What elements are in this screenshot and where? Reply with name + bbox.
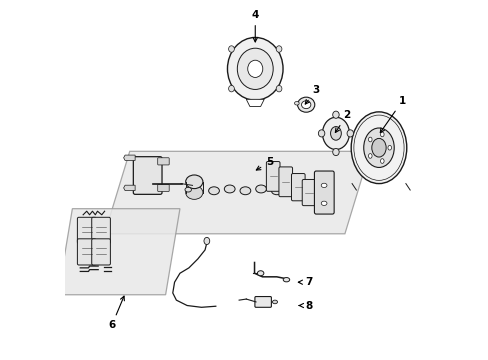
Ellipse shape — [228, 85, 234, 92]
FancyBboxPatch shape — [77, 239, 96, 265]
Text: 8: 8 — [299, 301, 312, 311]
Ellipse shape — [224, 185, 235, 193]
Ellipse shape — [346, 130, 353, 137]
Polygon shape — [104, 151, 369, 234]
Ellipse shape — [185, 186, 203, 199]
FancyBboxPatch shape — [77, 217, 96, 243]
FancyBboxPatch shape — [254, 297, 271, 307]
Ellipse shape — [380, 132, 383, 137]
Ellipse shape — [332, 111, 339, 118]
Ellipse shape — [321, 201, 326, 206]
Ellipse shape — [368, 154, 371, 158]
Ellipse shape — [283, 278, 289, 282]
FancyBboxPatch shape — [158, 184, 169, 192]
Ellipse shape — [276, 46, 282, 52]
Ellipse shape — [363, 128, 393, 167]
Ellipse shape — [318, 130, 324, 137]
FancyBboxPatch shape — [133, 157, 162, 194]
Ellipse shape — [350, 112, 406, 184]
Text: 4: 4 — [251, 10, 259, 42]
FancyArrow shape — [123, 185, 135, 190]
Ellipse shape — [380, 159, 383, 163]
Ellipse shape — [371, 138, 386, 157]
FancyBboxPatch shape — [158, 158, 169, 165]
Ellipse shape — [297, 97, 314, 112]
Ellipse shape — [294, 102, 299, 105]
FancyBboxPatch shape — [291, 174, 305, 201]
Ellipse shape — [240, 187, 250, 195]
FancyBboxPatch shape — [92, 217, 110, 243]
Ellipse shape — [228, 46, 234, 52]
Polygon shape — [246, 99, 264, 107]
Text: 6: 6 — [108, 296, 124, 330]
Text: 3: 3 — [305, 85, 319, 104]
Text: 5: 5 — [256, 157, 273, 170]
Ellipse shape — [208, 187, 219, 195]
Ellipse shape — [321, 183, 326, 188]
FancyBboxPatch shape — [278, 167, 292, 197]
FancyBboxPatch shape — [266, 162, 280, 191]
Ellipse shape — [322, 117, 349, 149]
Text: 2: 2 — [335, 111, 349, 132]
Ellipse shape — [184, 187, 191, 192]
FancyBboxPatch shape — [302, 180, 315, 206]
Ellipse shape — [227, 37, 283, 100]
Ellipse shape — [387, 145, 391, 150]
Ellipse shape — [255, 185, 266, 193]
Ellipse shape — [271, 187, 282, 195]
Ellipse shape — [368, 137, 371, 142]
Ellipse shape — [301, 101, 310, 109]
Polygon shape — [58, 209, 180, 295]
Text: 1: 1 — [380, 96, 405, 132]
Ellipse shape — [237, 48, 273, 89]
Ellipse shape — [185, 175, 203, 189]
FancyBboxPatch shape — [314, 171, 333, 214]
Ellipse shape — [332, 148, 339, 156]
Ellipse shape — [247, 60, 262, 77]
Ellipse shape — [257, 271, 264, 276]
Ellipse shape — [272, 300, 277, 304]
Ellipse shape — [330, 127, 341, 140]
Text: 7: 7 — [298, 277, 312, 287]
FancyArrow shape — [123, 155, 135, 161]
Ellipse shape — [203, 237, 209, 244]
FancyBboxPatch shape — [92, 239, 110, 265]
Ellipse shape — [276, 85, 282, 92]
